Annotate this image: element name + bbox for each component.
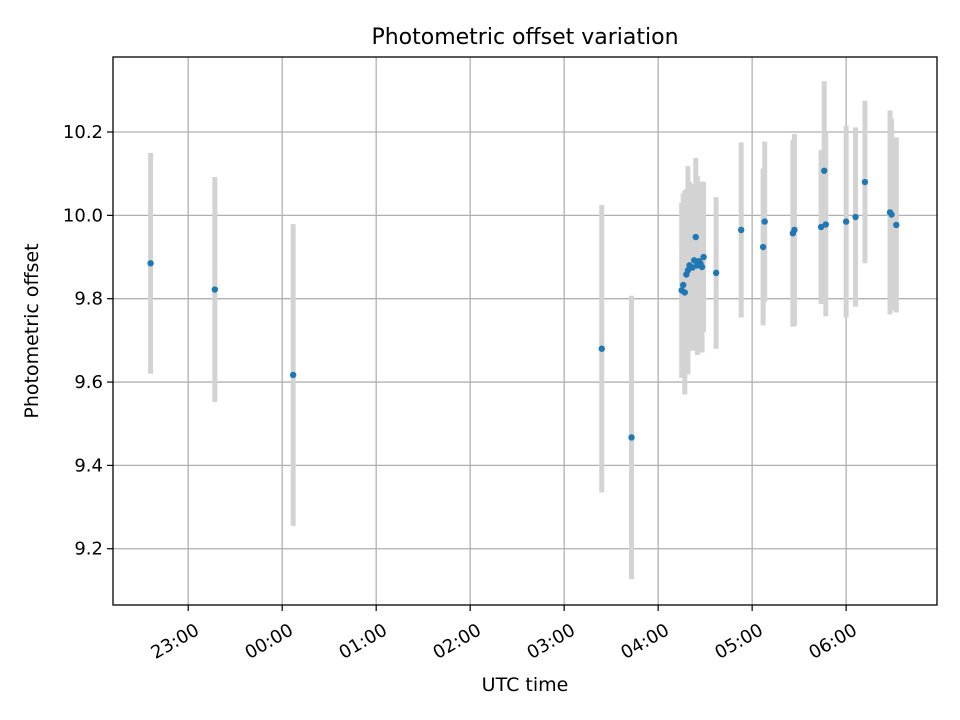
x-tick-label: 06:00 bbox=[805, 620, 860, 664]
x-tick-label: 03:00 bbox=[523, 620, 578, 664]
data-point bbox=[700, 253, 707, 261]
data-point bbox=[852, 213, 859, 221]
y-tick-label: 10.0 bbox=[63, 205, 103, 226]
data-point bbox=[737, 226, 745, 234]
data-point bbox=[822, 221, 829, 228]
plot-frame bbox=[112, 56, 938, 606]
data-points bbox=[147, 167, 900, 441]
data-point bbox=[684, 267, 692, 274]
y-tick-label: 10.2 bbox=[63, 122, 103, 143]
data-point bbox=[598, 345, 605, 352]
y-axis-label: Photometric offset bbox=[21, 243, 43, 418]
y-tick-label: 9.8 bbox=[74, 289, 103, 310]
x-tick-label: 04:00 bbox=[617, 620, 672, 664]
data-point bbox=[698, 263, 706, 271]
data-point bbox=[821, 167, 828, 174]
data-point bbox=[680, 281, 687, 289]
data-point bbox=[861, 178, 869, 186]
grid bbox=[113, 57, 937, 605]
y-tick-label: 9.2 bbox=[74, 539, 103, 560]
x-tick-label: 02:00 bbox=[429, 620, 484, 664]
data-point bbox=[211, 286, 219, 293]
data-point bbox=[893, 221, 900, 229]
data-point bbox=[712, 269, 720, 277]
data-point bbox=[791, 226, 798, 234]
y-tick-label: 9.6 bbox=[74, 372, 103, 393]
x-tick-label: 23:00 bbox=[147, 620, 202, 664]
y-axis-ticks: 9.2 9.4 9.6 9.8 10.0 10.2 bbox=[63, 122, 113, 560]
x-tick-label: 05:00 bbox=[711, 620, 766, 664]
x-axis-ticks: 23:00 00:00 01:00 02:00 03:00 04:00 05:00 06:00 bbox=[147, 605, 861, 664]
x-axis-label: UTC time bbox=[482, 674, 569, 696]
data-point bbox=[692, 233, 699, 241]
chart-title: Photometric offset variation bbox=[371, 25, 678, 50]
x-tick-label: 01:00 bbox=[335, 620, 390, 664]
data-point bbox=[761, 218, 768, 225]
data-point bbox=[888, 211, 895, 218]
data-point bbox=[289, 371, 297, 379]
data-point bbox=[759, 243, 767, 251]
data-point bbox=[817, 223, 825, 231]
data-point bbox=[147, 260, 154, 267]
data-point bbox=[842, 218, 850, 225]
x-tick-label: 00:00 bbox=[241, 620, 296, 664]
data-point bbox=[628, 434, 635, 441]
data-point bbox=[681, 289, 688, 296]
error-bars bbox=[148, 81, 899, 580]
y-tick-label: 9.4 bbox=[74, 455, 103, 476]
